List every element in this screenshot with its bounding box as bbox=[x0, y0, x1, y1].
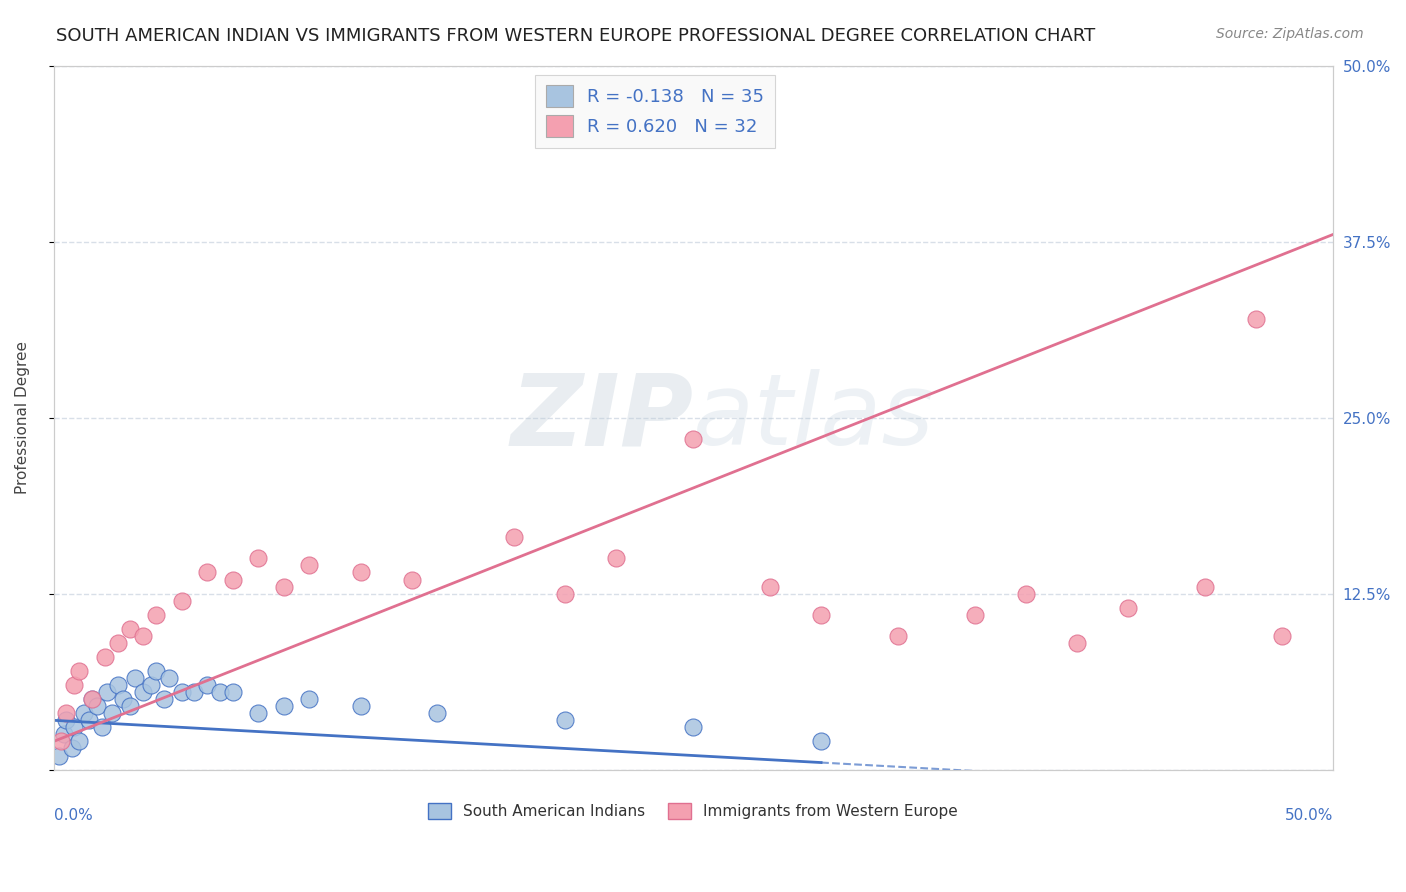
Point bbox=[963, 607, 986, 622]
Point bbox=[183, 685, 205, 699]
Point bbox=[759, 580, 782, 594]
Point bbox=[273, 699, 295, 714]
Point bbox=[67, 664, 90, 678]
Text: SOUTH AMERICAN INDIAN VS IMMIGRANTS FROM WESTERN EUROPE PROFESSIONAL DEGREE CORR: SOUTH AMERICAN INDIAN VS IMMIGRANTS FROM… bbox=[56, 27, 1095, 45]
Point bbox=[80, 692, 103, 706]
Point bbox=[120, 699, 142, 714]
Point bbox=[222, 573, 245, 587]
Point bbox=[145, 664, 167, 678]
Y-axis label: Professional Degree: Professional Degree bbox=[15, 341, 30, 494]
Point bbox=[170, 593, 193, 607]
Point bbox=[157, 671, 180, 685]
Point bbox=[349, 566, 371, 580]
Text: 0.0%: 0.0% bbox=[53, 808, 93, 823]
Text: atlas: atlas bbox=[693, 369, 935, 467]
Point bbox=[810, 607, 832, 622]
Point bbox=[145, 607, 167, 622]
Point bbox=[63, 720, 86, 734]
Point bbox=[273, 580, 295, 594]
Point bbox=[1066, 636, 1088, 650]
Point bbox=[132, 629, 155, 643]
Point bbox=[55, 714, 77, 728]
Text: ZIP: ZIP bbox=[510, 369, 693, 467]
Point bbox=[60, 741, 83, 756]
Point bbox=[682, 432, 704, 446]
Point bbox=[554, 714, 576, 728]
Point bbox=[1271, 629, 1294, 643]
Point bbox=[73, 706, 96, 721]
Point bbox=[48, 748, 70, 763]
Point bbox=[426, 706, 449, 721]
Point bbox=[1244, 312, 1267, 326]
Point bbox=[503, 530, 526, 544]
Point bbox=[298, 692, 321, 706]
Point bbox=[222, 685, 245, 699]
Point bbox=[247, 706, 270, 721]
Point bbox=[63, 678, 86, 692]
Legend: R = -0.138   N = 35, R = 0.620   N = 32: R = -0.138 N = 35, R = 0.620 N = 32 bbox=[534, 75, 775, 147]
Point bbox=[120, 622, 142, 636]
Point bbox=[1015, 586, 1038, 600]
Point bbox=[887, 629, 910, 643]
Point bbox=[96, 685, 118, 699]
Point bbox=[80, 692, 103, 706]
Point bbox=[94, 649, 117, 664]
Point bbox=[124, 671, 146, 685]
Point bbox=[195, 678, 218, 692]
Point bbox=[55, 706, 77, 721]
Point bbox=[605, 551, 627, 566]
Point bbox=[247, 551, 270, 566]
Point bbox=[401, 573, 423, 587]
Point bbox=[810, 734, 832, 748]
Point bbox=[682, 720, 704, 734]
Point bbox=[107, 636, 129, 650]
Point bbox=[91, 720, 114, 734]
Point bbox=[195, 566, 218, 580]
Point bbox=[170, 685, 193, 699]
Point bbox=[132, 685, 155, 699]
Text: 50.0%: 50.0% bbox=[1285, 808, 1333, 823]
Point bbox=[349, 699, 371, 714]
Point bbox=[101, 706, 124, 721]
Point bbox=[52, 727, 75, 741]
Point bbox=[79, 714, 101, 728]
Point bbox=[107, 678, 129, 692]
Point bbox=[86, 699, 108, 714]
Point bbox=[139, 678, 162, 692]
Point bbox=[51, 734, 73, 748]
Point bbox=[208, 685, 231, 699]
Point bbox=[1194, 580, 1216, 594]
Point bbox=[152, 692, 174, 706]
Point bbox=[298, 558, 321, 573]
Point bbox=[1116, 600, 1139, 615]
Point bbox=[111, 692, 134, 706]
Point bbox=[554, 586, 576, 600]
Point bbox=[67, 734, 90, 748]
Text: Source: ZipAtlas.com: Source: ZipAtlas.com bbox=[1216, 27, 1364, 41]
